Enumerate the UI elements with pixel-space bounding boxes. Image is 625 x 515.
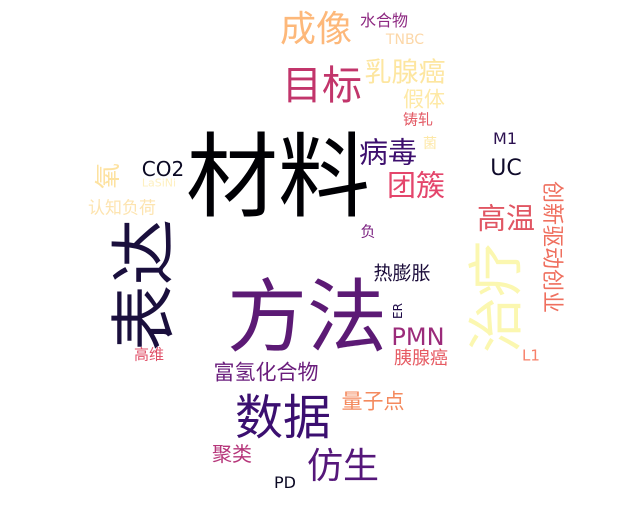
word-chengxiang: 成像: [279, 9, 353, 50]
word-biaoda: 表达: [106, 219, 183, 351]
word-yixianai: 胰腺癌: [394, 348, 448, 369]
word-fu: 负: [360, 222, 376, 241]
word-jiati: 假体: [403, 87, 445, 112]
word-co2: CO2: [141, 157, 185, 181]
word-zhiliao: 治疗: [465, 241, 530, 353]
word-pd: PD: [274, 473, 296, 492]
word-l1: L1: [522, 346, 540, 365]
word-gaowei: 高维: [133, 345, 165, 364]
word-fuqing: 富氢化合物: [213, 360, 319, 385]
word-fangsheng: 仿生: [306, 446, 380, 487]
word-pmn: PMN: [391, 323, 445, 351]
word-m1: M1: [493, 129, 517, 148]
word-gaowen: 高温: [476, 201, 536, 236]
word-ruxianai: 乳腺癌: [364, 57, 446, 89]
word-uc: UC: [490, 156, 522, 181]
word-zhuya: 铸轧: [402, 110, 434, 129]
word-cailiao: 材料: [185, 124, 371, 231]
word-er: ER: [391, 303, 405, 319]
word-tnbc: TNBC: [385, 32, 425, 48]
word-bingdu: 病毒: [358, 135, 418, 170]
word-tuancu: 团簇: [386, 168, 446, 203]
word-mubiao: 目标: [282, 63, 362, 109]
word-repengzhang: 热膨胀: [373, 262, 431, 285]
word-renzhifuhe: 认知负荷: [88, 198, 156, 219]
word-julei: 聚类: [212, 442, 252, 466]
word-chuangxin: 创新驱动创业: [539, 180, 564, 314]
word-shuju: 数据: [234, 390, 332, 446]
word-jun: 菌: [423, 136, 437, 152]
word-shuihewu: 水合物: [359, 11, 409, 30]
word-fangfa: 方法: [227, 271, 387, 364]
word-yang: 氧: [94, 162, 124, 190]
word-lasini: LaSiNi: [141, 176, 177, 190]
word-liangzidian: 量子点: [341, 389, 405, 414]
